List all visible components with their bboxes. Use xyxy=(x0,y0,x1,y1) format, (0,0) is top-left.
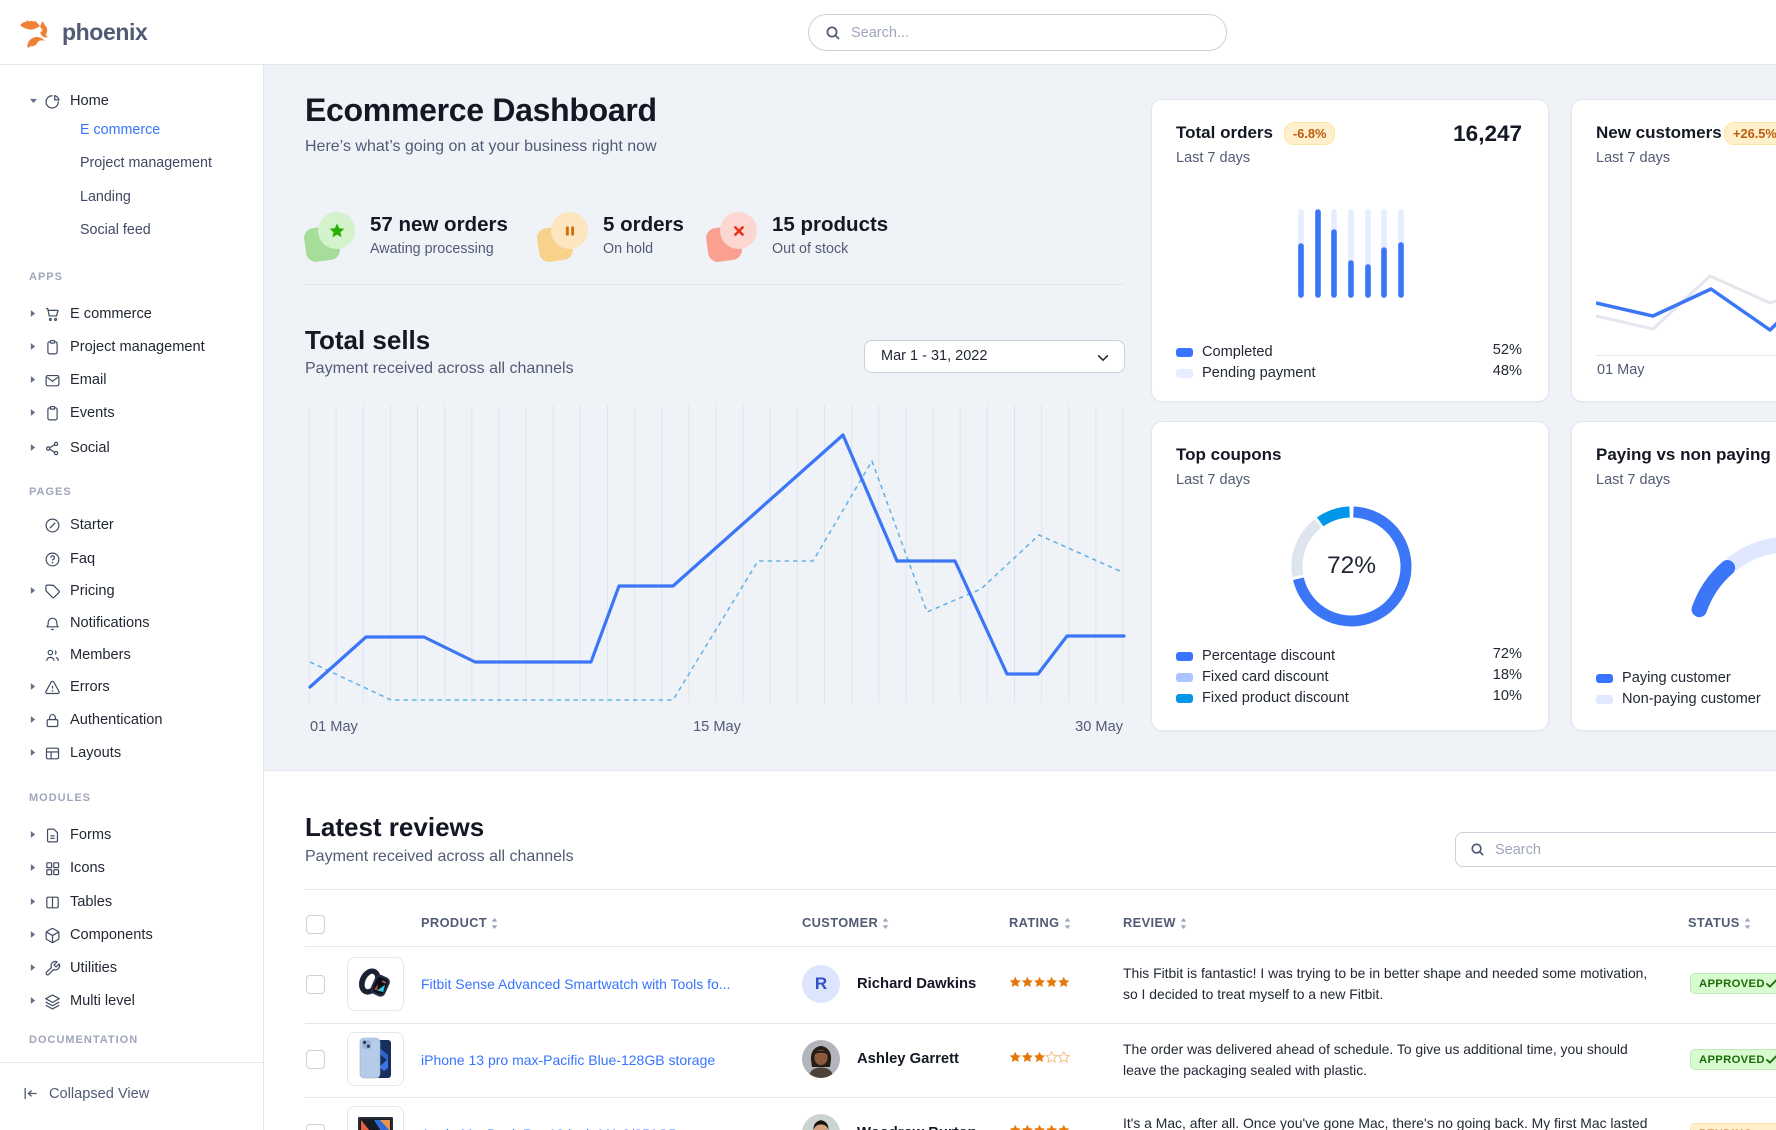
svg-text:30 May: 30 May xyxy=(1075,719,1124,735)
svg-text:15 May: 15 May xyxy=(693,719,742,735)
svg-text:01 May: 01 May xyxy=(310,719,359,735)
